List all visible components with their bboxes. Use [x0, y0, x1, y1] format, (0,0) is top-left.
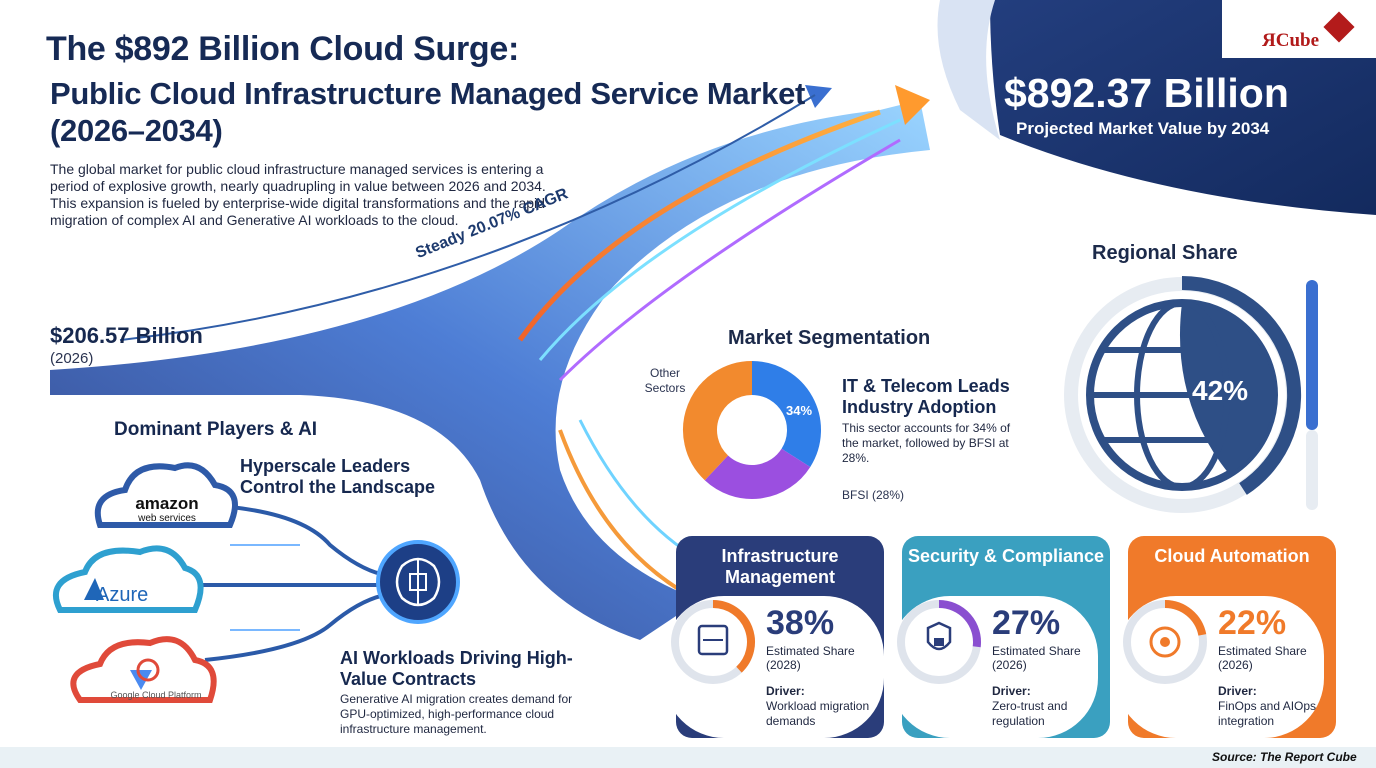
card-automation-driver-label: Driver:	[1218, 684, 1257, 698]
server-icon	[697, 624, 729, 656]
gear-brain-icon	[1149, 626, 1181, 658]
security-gauge-fill	[938, 600, 981, 648]
aws-logo-text: amazon	[135, 494, 199, 513]
card-infra-pct: 38%	[766, 604, 835, 642]
infra-gauge-fill	[712, 600, 755, 673]
hyperscale-heading: Hyperscale Leaders Control the Landscape	[240, 456, 436, 497]
card-automation-title: Cloud Automation	[1154, 546, 1310, 566]
card-security-driver-label: Driver:	[992, 684, 1031, 698]
gcp-logo-text: Google Cloud Platform	[110, 690, 202, 700]
start-value: $206.57 Billion	[50, 323, 203, 348]
intro-paragraph: The global market for public cloud infra…	[50, 161, 546, 228]
automation-gauge-fill	[1164, 600, 1207, 636]
page-title: The $892 Billion Cloud Surge:	[46, 30, 520, 68]
azure-logo-text: Azure	[96, 584, 149, 606]
card-infra-driver: Workload migration demands	[766, 699, 870, 728]
donut-pct-label: 34%	[786, 403, 813, 418]
card-automation-estimated: Estimated Share (2026)	[1218, 644, 1307, 672]
donut-slice-bfsi	[704, 448, 811, 499]
card-infra-estimated: Estimated Share (2028)	[766, 644, 855, 672]
footer-bar	[0, 747, 1376, 768]
card-security-pct: 27%	[992, 604, 1061, 642]
card-security-driver: Zero-trust and regulation	[992, 699, 1068, 728]
other-sectors-label: Other Sectors	[644, 366, 686, 395]
segmentation-donut	[683, 361, 821, 499]
players-title: Dominant Players & AI	[114, 419, 318, 440]
card-security-title: Security & Compliance	[907, 546, 1105, 566]
donut-slice-it-telecom	[751, 361, 821, 467]
aws-cloud-icon	[94, 462, 238, 528]
source-credit: Source: The Report Cube	[1212, 750, 1357, 764]
projected-value: $892.37 Billion	[1004, 70, 1289, 116]
card-security-estimated: Estimated Share (2026)	[992, 644, 1081, 672]
projected-label: Projected Market Value by 2034	[1016, 119, 1270, 138]
gcp-cloud-icon	[70, 636, 217, 703]
bfsi-label: BFSI (28%)	[842, 488, 905, 502]
regional-pct: 42%	[1192, 375, 1249, 406]
regional-title: Regional Share	[1092, 242, 1238, 264]
donut-slice-other-sectors	[683, 361, 753, 481]
card-infra-title: Infrastructure Management	[721, 546, 839, 587]
ai-workloads-text: Generative AI migration creates demand f…	[340, 692, 573, 736]
start-year: (2026)	[50, 350, 94, 367]
aws-logo-subtext: web services	[138, 513, 196, 524]
it-telecom-text: This sector accounts for 34% of the mark…	[842, 421, 1011, 465]
card-automation-pct: 22%	[1218, 604, 1287, 642]
ai-workloads-heading: AI Workloads Driving High-Value Contract…	[340, 648, 573, 689]
it-telecom-heading: IT & Telecom Leads Industry Adoption	[842, 376, 1010, 417]
brand-logo: ЯCube	[1262, 30, 1320, 51]
page-subtitle: Public Cloud Infrastructure Managed Serv…	[50, 76, 806, 148]
shield-lock-icon	[926, 621, 952, 651]
card-infra-driver-label: Driver:	[766, 684, 805, 698]
card-automation-driver: FinOps and AIOps integration	[1218, 699, 1317, 728]
segmentation-title: Market Segmentation	[728, 327, 931, 349]
